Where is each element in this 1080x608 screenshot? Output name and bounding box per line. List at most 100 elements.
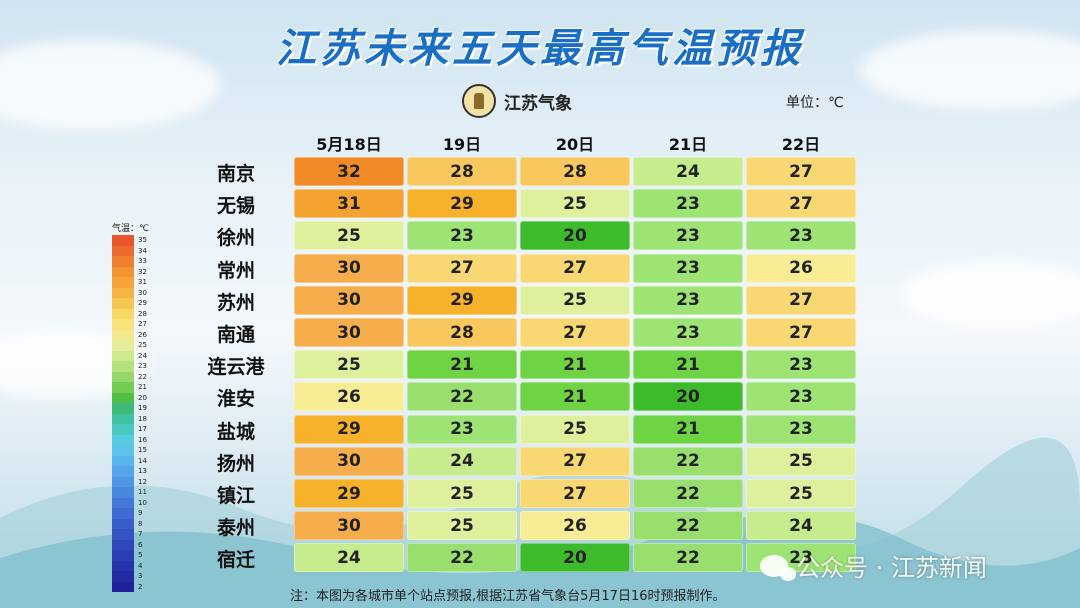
temperature-cell: 25 [520,285,630,315]
legend-swatch [112,571,134,582]
legend-label: 13 [138,467,147,475]
column-header: 19日 [442,135,482,154]
legend-swatch [112,245,134,256]
temperature-cell: 25 [407,511,517,541]
footnote: 注：本图为各城市单个站点预报,根据江苏省气象台5月17日16时预报制作。 [290,589,726,604]
legend-label: 17 [138,425,147,433]
legend-swatch [112,466,134,477]
temperature-cell: 21 [633,350,743,380]
temperature-cell: 27 [746,189,856,219]
temperature-cell: 22 [407,382,517,412]
column-header: 21日 [668,135,708,154]
legend-swatch [112,277,134,288]
temperature-cell: 22 [633,446,743,476]
legend-swatch [112,340,134,351]
temperature-cell: 30 [294,253,404,283]
legend-swatch [112,319,134,330]
page-title: 江苏未来五天最高气温预报 [276,26,804,72]
legend-swatch [112,508,134,519]
temperature-cell: 21 [633,414,743,444]
legend-label: 20 [138,393,147,402]
city-label: 无锡 [216,195,255,218]
legend-swatch [112,256,134,267]
temperature-cell: 26 [294,382,404,412]
temperature-cell: 23 [633,318,743,347]
legend-swatch [112,550,134,561]
temperature-cell: 29 [407,189,517,219]
temperature-cell: 24 [407,446,517,476]
temperature-cell: 27 [746,318,856,347]
temperature-cell: 32 [294,157,404,186]
legend-swatch [112,581,134,592]
temperature-cell: 25 [294,350,404,380]
temperature-cell: 21 [520,350,630,380]
legend-label: 35 [138,236,147,244]
temperature-cell: 25 [294,221,404,251]
temperature-cell: 23 [633,189,743,219]
legend-swatch [112,445,134,456]
legend-label: 14 [138,456,147,465]
legend-label: 10 [138,498,147,507]
city-label: 宿迁 [216,549,255,572]
legend-label: 34 [138,246,147,255]
temperature-cell: 30 [294,318,404,347]
legend-label: 16 [138,435,147,444]
temperature-cell: 20 [633,382,743,412]
logo: 江苏气象 [462,84,572,118]
legend-label: 33 [138,257,147,265]
legend-swatch [112,455,134,466]
legend-label: 12 [138,477,147,486]
wechat-icon [760,554,796,581]
legend-swatch [112,424,134,435]
legend-label: 7 [138,530,143,538]
legend-label: 25 [138,341,147,349]
temperature-cell: 27 [746,285,856,315]
temperature-cell: 23 [746,350,856,380]
legend-label: 28 [138,309,147,318]
temperature-cell: 29 [294,414,404,444]
temperature-cell: 26 [520,511,630,541]
legend-label: 3 [138,572,143,580]
temperature-cell: 24 [633,157,743,186]
city-label: 淮安 [216,388,255,411]
watermark-text: 公众号 · 江苏新闻 [796,554,987,582]
legend-label: 23 [138,362,147,370]
legend-swatch [112,382,134,393]
legend-swatch [112,329,134,340]
legend-label: 4 [138,561,143,570]
legend-swatch [112,308,134,319]
temperature-cell: 30 [294,446,404,476]
legend-swatch [112,287,134,298]
legend-label: 27 [138,320,147,328]
temperature-cell: 27 [407,253,517,283]
legend-swatch [112,560,134,571]
legend-swatch [112,497,134,508]
city-label: 常州 [216,259,255,282]
temperature-cell: 24 [746,511,856,541]
legend-label: 29 [138,299,147,307]
city-label: 苏州 [216,291,255,314]
legend-label: 22 [138,372,147,381]
temperature-cell: 29 [407,285,517,315]
legend-title: 气温：℃ [112,224,150,234]
temperature-cell: 23 [746,382,856,412]
legend-swatch [112,392,134,403]
watermark: 公众号 · 江苏新闻 [760,548,987,583]
legend-swatch [112,235,134,246]
temperature-cell: 23 [633,253,743,283]
city-label: 泰州 [216,517,255,540]
temperature-cell: 25 [520,414,630,444]
legend-label: 5 [138,551,143,559]
temperature-cell: 22 [407,543,517,573]
temperature-cell: 25 [407,479,517,508]
temperature-cell: 23 [746,221,856,251]
legend-label: 6 [138,540,143,549]
city-label: 镇江 [216,485,255,507]
temperature-cell: 28 [407,318,517,347]
legend-swatch [112,403,134,414]
legend-label: 9 [138,509,143,517]
temperature-cell: 22 [633,511,743,541]
legend-label: 2 [138,582,143,591]
legend-label: 15 [138,446,147,454]
temperature-cell: 25 [746,446,856,476]
